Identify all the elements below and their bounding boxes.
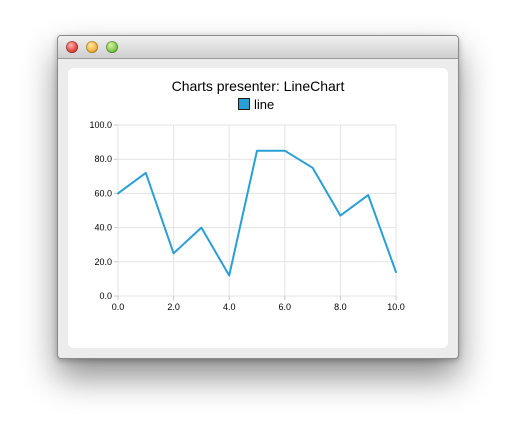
y-tick-label: 60.0	[94, 188, 112, 198]
minimize-window-button[interactable]	[86, 41, 98, 53]
x-tick-label: 10.0	[387, 302, 405, 312]
y-tick-label: 80.0	[94, 154, 112, 164]
chart-title: Charts presenter: LineChart	[171, 78, 345, 94]
y-tick-label: 40.0	[94, 223, 112, 233]
y-tick-label: 0.0	[99, 291, 112, 301]
y-tick-label: 20.0	[94, 257, 112, 267]
y-tick-label: 100.0	[89, 120, 112, 130]
x-tick-label: 4.0	[223, 302, 236, 312]
series-line	[117, 149, 397, 277]
chart-panel: Charts presenter: LineChart line 0.0 20.0…	[68, 68, 448, 348]
legend-swatch	[238, 98, 250, 110]
legend-label: line	[254, 96, 275, 112]
x-tick-label: 0.0	[112, 302, 125, 312]
line-chart: 0.0 20.0 40.0 60.0 80.0 100.0 0.0 2.0 4.0 6.0 8.0 1…	[89, 120, 405, 312]
legend: line	[238, 96, 275, 112]
x-tick-label: 8.0	[334, 302, 347, 312]
app-window: Charts presenter: LineChart line 0.0 20.0…	[57, 35, 459, 359]
title-bar	[58, 36, 458, 59]
x-tick-label: 6.0	[279, 302, 292, 312]
close-window-button[interactable]	[66, 41, 78, 53]
x-tick-label: 2.0	[167, 302, 180, 312]
zoom-window-button[interactable]	[106, 41, 118, 53]
